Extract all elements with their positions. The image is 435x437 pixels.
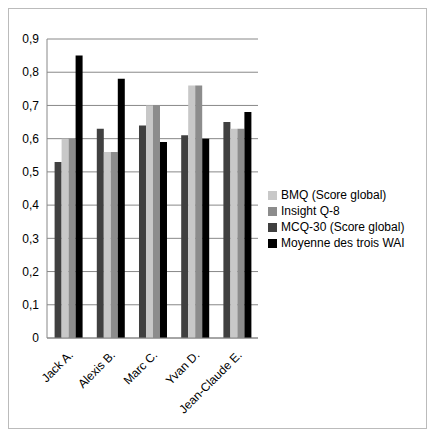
- svg-text:0,8: 0,8: [22, 65, 39, 79]
- svg-text:0,7: 0,7: [22, 99, 39, 113]
- svg-text:0,3: 0,3: [22, 232, 39, 246]
- html-text:Moyenne des trois WAI: Moyenne des trois WAI: [281, 235, 405, 250]
- svg-text:0,1: 0,1: [22, 298, 39, 312]
- svg-text:Alexis B.: Alexis B.: [75, 348, 118, 391]
- svg-text:0,6: 0,6: [22, 132, 39, 146]
- html-text:MCQ-30 (Score global): MCQ-30 (Score global): [281, 219, 405, 234]
- html-text:BMQ (Score global): BMQ (Score global): [281, 187, 387, 202]
- html-text:Insight Q-8: Insight Q-8: [281, 203, 340, 218]
- svg-text:0,9: 0,9: [22, 32, 39, 46]
- svg-text:Yvan D.: Yvan D.: [163, 348, 203, 388]
- svg-text:0: 0: [32, 331, 39, 345]
- svg-text:Marc C.: Marc C.: [121, 348, 161, 388]
- svg-text:Jean-Claude E.: Jean-Claude E.: [176, 348, 244, 416]
- svg-text:0,4: 0,4: [22, 198, 39, 212]
- svg-text:0,2: 0,2: [22, 265, 39, 279]
- svg-text:0,5: 0,5: [22, 165, 39, 179]
- svg-text:Jack A.: Jack A.: [39, 348, 76, 385]
